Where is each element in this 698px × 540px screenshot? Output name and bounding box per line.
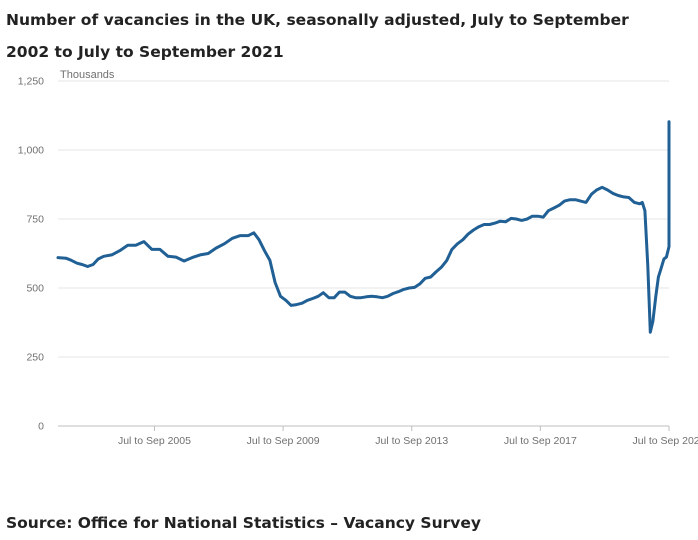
series-line-vacancies [56,120,671,334]
gridlines [58,80,669,427]
chart-title-line-1: Number of vacancies in the UK, seasonall… [6,11,629,29]
x-tick-label: Jul to Sep 2005 [118,435,191,447]
y-tick-label: 1,000 [18,145,44,157]
chart-title: Number of vacancies in the UK, seasonall… [6,4,646,68]
y-tick-label: 500 [26,283,44,295]
y-tick-label: 250 [26,352,44,364]
series-layer [56,120,671,334]
y-tick-label: 1,250 [18,76,44,88]
source-note: Source: Office for National Statistics –… [6,514,481,532]
y-axis: 0 250 500 750 1,000 1,250 [18,76,44,433]
y-tick-label: 0 [38,421,44,433]
x-axis: Jul to Sep 2005 Jul to Sep 2009 Jul to Sep… [118,426,698,447]
line-chart: Jul to Sep 2005 Jul to Sep 2009 Jul to Sep… [18,69,698,447]
y-tick-label: 750 [26,214,44,226]
chart-title-line-2: 2002 to July to September 2021 [6,43,284,61]
y-axis-unit-label: Thousands [60,69,115,81]
x-tick-label: Jul to Sep 2017 [504,435,577,447]
x-tick-label: Jul to Sep 2021 [633,435,698,447]
x-tick-label: Jul to Sep 2013 [375,435,448,447]
x-tick-label: Jul to Sep 2009 [247,435,320,447]
